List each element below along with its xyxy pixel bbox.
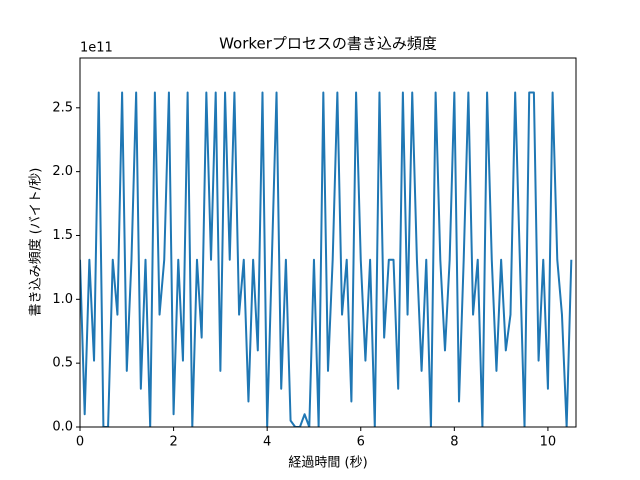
x-tick-label: 10 bbox=[540, 435, 557, 450]
y-tick-label: 2.5 bbox=[52, 100, 73, 115]
x-axis-label: 経過時間 (秒) bbox=[288, 456, 367, 471]
x-tick-label: 4 bbox=[263, 435, 271, 450]
x-tick-label: 8 bbox=[450, 435, 458, 450]
y-axis-label: 書き込み頻度 (バイト/秒) bbox=[28, 168, 44, 317]
x-tick-label: 2 bbox=[169, 435, 177, 450]
y-tick-label: 2.0 bbox=[52, 164, 73, 179]
y-offset-label: 1e11 bbox=[80, 41, 113, 56]
data-line bbox=[80, 91, 573, 427]
y-tick-label: 1.0 bbox=[52, 292, 73, 307]
y-tick-label: 1.5 bbox=[52, 228, 73, 243]
x-tick-label: 0 bbox=[76, 435, 84, 450]
plot-frame bbox=[79, 57, 577, 428]
y-tick-label: 0.0 bbox=[52, 420, 73, 435]
x-tick-label: 6 bbox=[357, 435, 365, 450]
y-tick-label: 0.5 bbox=[52, 356, 73, 371]
chart-title: Workerプロセスの書き込み頻度 bbox=[219, 35, 437, 53]
